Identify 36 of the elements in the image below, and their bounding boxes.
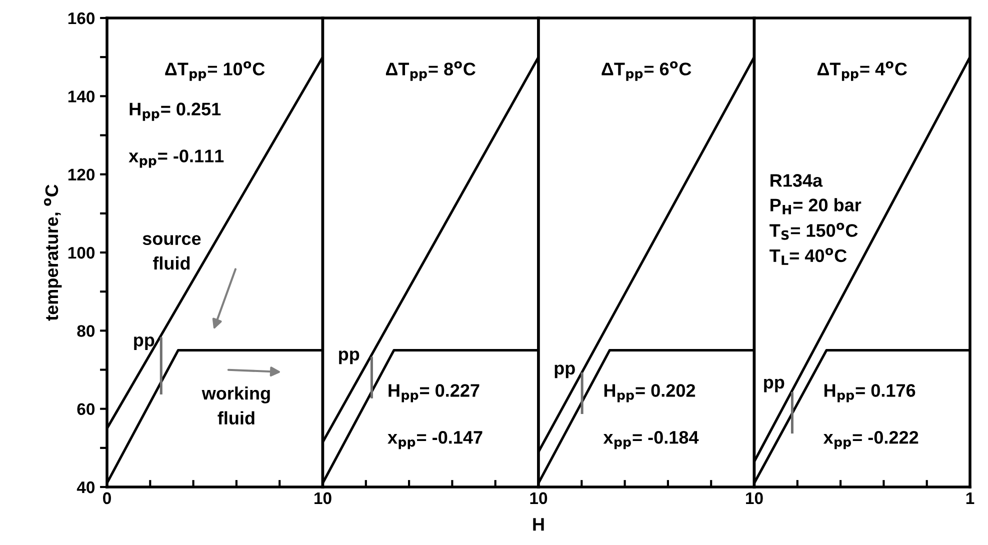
y-tick-label: 40 bbox=[76, 481, 95, 494]
annotation: H$_{pp}$= 0.176 bbox=[824, 384, 916, 402]
x-tick-label: 0 bbox=[539, 492, 548, 504]
y-tick-label: 100 bbox=[68, 246, 95, 259]
y-tick-label: 160 bbox=[68, 12, 95, 24]
annotation: x$_{pp}$= -0.222 bbox=[823, 430, 918, 450]
y-tick-label: 140 bbox=[68, 90, 95, 102]
annotation: x$_{pp}$= -0.184 bbox=[603, 430, 699, 450]
x-tick-label: 1 bbox=[966, 492, 974, 504]
annotation: H$_{pp}$= 0.251 bbox=[130, 102, 221, 121]
annotation: pp bbox=[764, 378, 784, 392]
x-tick-label: 1 bbox=[314, 492, 322, 504]
text: ΔT$_{pp}$= 4$^{o}$C bbox=[817, 61, 907, 81]
y-tick-label: 60 bbox=[77, 403, 95, 416]
annotation: pp bbox=[554, 364, 575, 378]
annotation: H$_{pp}$= 0.202 bbox=[604, 384, 696, 402]
x-tick-label: 1 bbox=[530, 492, 538, 504]
x-axis-title: H bbox=[533, 518, 544, 531]
annotation: pp bbox=[134, 336, 154, 350]
text: R134a P$_{H}$= 20 bar T$_{S}$= 150$^{o}$C T$_{L}$= 40$^{o}$C bbox=[770, 174, 862, 265]
annotation: source fluid bbox=[142, 235, 201, 270]
y-axis-title: temperature, $^{o}$C bbox=[44, 184, 62, 321]
text: ΔT$_{pp}$= 10$^{o}$C bbox=[165, 61, 265, 81]
text: ΔT$_{pp}$= 6$^{o}$C bbox=[602, 61, 692, 81]
annotation: working fluid bbox=[202, 386, 270, 424]
annotation: x$_{pp}$= -0.111 bbox=[128, 150, 224, 168]
annotation: pp bbox=[339, 350, 360, 364]
x-tick-label: 0 bbox=[103, 492, 111, 504]
y-tick-label: 120 bbox=[68, 168, 95, 181]
x-tick-label: 1 bbox=[746, 492, 754, 504]
x-tick-label: 0 bbox=[323, 492, 332, 504]
annotation: H$_{pp}$= 0.227 bbox=[388, 384, 480, 402]
y-tick-label: 80 bbox=[77, 325, 95, 337]
x-tick-label: 0 bbox=[754, 492, 763, 504]
text: ΔT$_{pp}$= 8$^{o}$C bbox=[386, 61, 476, 81]
annotation: x$_{pp}$= -0.147 bbox=[388, 430, 482, 450]
